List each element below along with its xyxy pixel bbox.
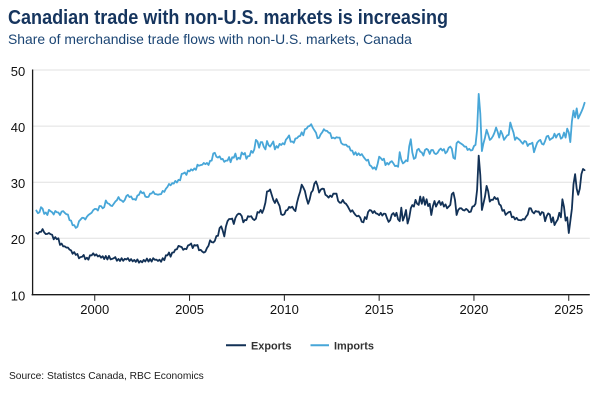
svg-text:2025: 2025	[554, 302, 583, 317]
svg-text:50: 50	[11, 64, 25, 79]
svg-text:Exports: Exports	[251, 341, 292, 353]
svg-text:2005: 2005	[175, 302, 204, 317]
svg-text:2000: 2000	[80, 302, 109, 317]
svg-text:2010: 2010	[270, 302, 299, 317]
svg-text:30: 30	[11, 176, 25, 191]
svg-text:Source: Statistcs Canada, RBC: Source: Statistcs Canada, RBC Economics	[9, 371, 204, 382]
svg-text:10: 10	[11, 289, 25, 304]
svg-text:Canadian trade with non-U.S. m: Canadian trade with non-U.S. markets is …	[8, 7, 448, 29]
svg-text:2015: 2015	[365, 302, 394, 317]
svg-text:40: 40	[11, 120, 25, 135]
svg-text:Share of merchandise trade flo: Share of merchandise trade flows with no…	[8, 31, 412, 47]
svg-text:20: 20	[11, 232, 25, 247]
svg-text:Imports: Imports	[334, 341, 374, 353]
svg-text:2020: 2020	[459, 302, 488, 317]
